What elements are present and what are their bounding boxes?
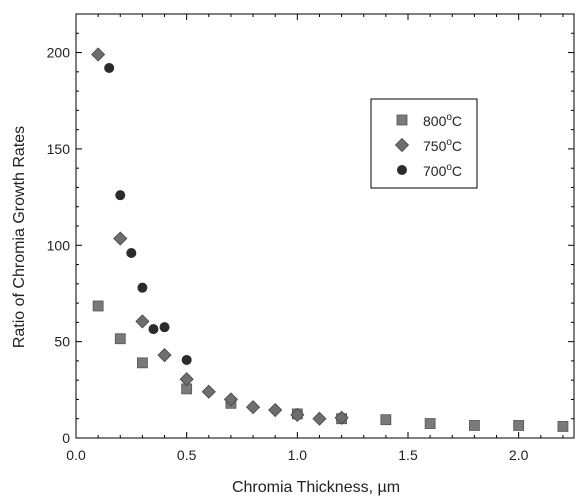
y-tick-label: 50 [54,334,70,350]
x-tick-label: 0.0 [66,447,86,463]
data-point-circle [137,282,148,293]
legend-marker-circle [397,165,407,175]
data-point-circle [126,247,137,258]
legend-box [370,98,478,189]
legend-label-degree: o [446,112,452,123]
legend-label-unit: C [452,138,462,154]
x-tick-label: 1.0 [288,447,308,463]
data-point-circle [104,62,115,73]
data-point-circle [148,324,159,335]
x-tick-label: 0.5 [177,447,197,463]
legend-label-degree: o [446,162,452,173]
axes: 0 50 100 150 200 0.0 0.5 1.0 1.5 2.0 [47,13,575,463]
data-point-square [557,421,569,432]
data-point-diamond [312,411,327,426]
legend-label-degree: o [446,137,452,148]
data-point-diamond [157,348,172,363]
data-point-diamond [179,372,194,387]
legend-label: 750oC [423,137,462,154]
series-diamond [91,47,349,426]
data-point-diamond [246,400,261,415]
x-axis-title: Chromia Thickness, µm [232,479,400,496]
data-point-diamond [334,410,349,425]
data-point-square [468,420,480,431]
data-point-square [380,414,392,426]
legend-label: 700oC [423,162,462,179]
plot-frame [75,13,575,439]
legend-label-unit: C [452,113,462,129]
data-marks [91,47,569,432]
data-point-diamond [113,231,128,246]
legend-label-value: 700 [423,163,447,179]
series-circle [104,62,192,365]
data-point-circle [159,322,170,333]
data-point-diamond [91,47,106,62]
data-point-square [424,418,436,429]
data-point-square [92,300,104,312]
y-tick-label: 200 [47,45,71,61]
x-tick-label: 2.0 [509,447,529,463]
y-tick-label: 150 [47,141,71,157]
series-square [92,300,569,432]
data-point-diamond [201,384,216,399]
legend-label-value: 750 [423,138,447,154]
x-tick-label: 1.5 [398,447,418,463]
data-point-diamond [135,314,150,329]
y-axis-title: Ratio of Chromia Growth Rates [11,126,28,348]
data-point-circle [181,354,192,365]
data-point-circle [115,190,126,201]
legend-label-unit: C [452,163,462,179]
x-axis-title-unit: µm [378,479,401,496]
data-point-square [136,357,148,369]
data-point-diamond [290,407,305,422]
legend-label: 800oC [423,112,462,129]
y-tick-label: 0 [62,430,70,446]
y-tick-label: 100 [47,237,71,253]
legend-marker-square [396,114,408,126]
x-axis-title-text: Chromia Thickness, [232,479,373,496]
data-point-square [513,420,525,431]
legend-marker-diamond [394,137,410,153]
data-point-square [114,333,126,345]
data-point-diamond [223,392,238,407]
legend-label-value: 800 [423,113,447,129]
data-point-diamond [268,402,283,418]
